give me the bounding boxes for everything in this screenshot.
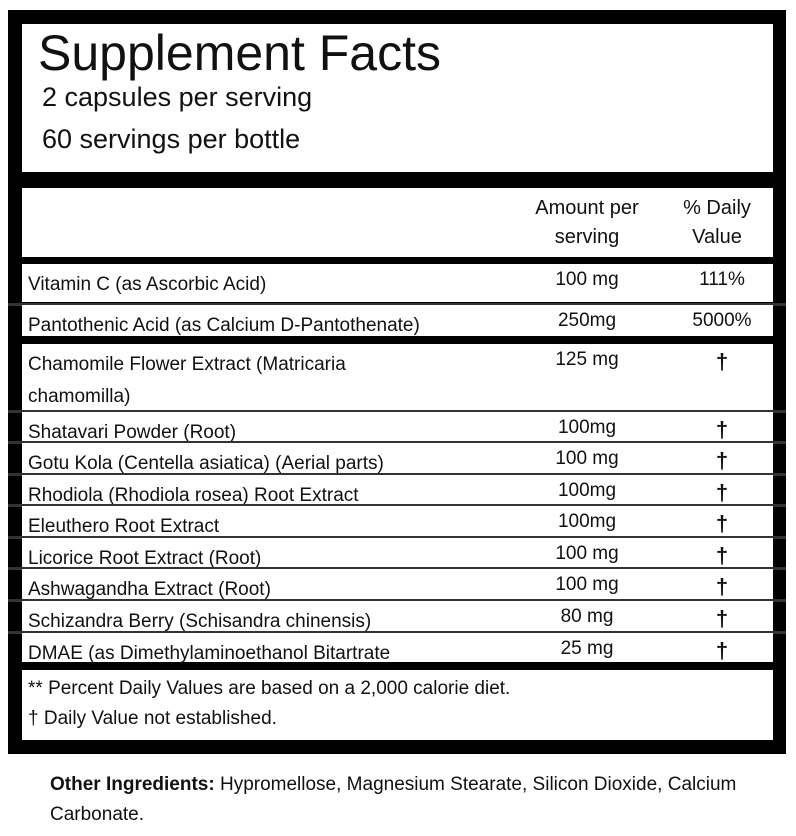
- row-divider: [8, 631, 786, 634]
- ingredient-daily-value: †: [715, 448, 729, 473]
- ingredient-daily-value: †: [715, 606, 729, 631]
- ingredient-daily-value: †: [715, 480, 729, 505]
- row-divider: [8, 536, 786, 539]
- ingredient-row: Chamomile Flower Extract (Matricaria cha…: [22, 344, 773, 410]
- ingredient-daily-value: †: [715, 417, 729, 442]
- other-ingredients: Other Ingredients: Hypromellose, Magnesi…: [50, 770, 770, 830]
- serving-size: 2 capsules per serving: [42, 82, 313, 112]
- ingredient-row: Shatavari Powder (Root) 100mg †: [22, 412, 773, 443]
- row-divider: [8, 473, 786, 476]
- ingredient-daily-value: †: [715, 349, 729, 374]
- ingredient-row: Licorice Root Extract (Root) 100 mg †: [22, 538, 773, 569]
- ingredient-daily-value: †: [715, 574, 729, 599]
- ingredient-row: Vitamin C (as Ascorbic Acid) 100 mg 111%: [22, 264, 773, 302]
- ingredient-name: Licorice Root Extract (Root): [28, 548, 262, 569]
- panel-title: Supplement Facts: [38, 25, 441, 81]
- ingredient-row: Gotu Kola (Centella asiatica) (Aerial pa…: [22, 443, 773, 474]
- ingredient-amount: 100 mg: [555, 448, 619, 469]
- ingredient-daily-value: †: [715, 638, 729, 663]
- ingredient-name: Eleuthero Root Extract: [28, 516, 220, 537]
- ingredient-daily-value: †: [715, 543, 729, 568]
- ingredient-name: DMAE (as Dimethylaminoethanol Bitartrate: [28, 643, 391, 664]
- ingredient-row: Schizandra Berry (Schisandra chinensis) 8…: [22, 601, 773, 632]
- ingredient-name: Shatavari Powder (Root): [28, 422, 237, 443]
- ingredient-name: Rhodiola (Rhodiola rosea) Root Extract: [28, 485, 359, 506]
- ingredient-amount: 125 mg: [555, 349, 619, 370]
- ingredient-amount: 100 mg: [555, 543, 619, 564]
- footnote-dagger: † Daily Value not established.: [28, 708, 277, 729]
- ingredient-row: Eleuthero Root Extract 100mg †: [22, 506, 773, 537]
- ingredient-amount: 100 mg: [555, 269, 619, 290]
- footnotes: ** Percent Daily Values are based on a 2…: [22, 670, 773, 740]
- ingredient-name: Gotu Kola (Centella asiatica) (Aerial pa…: [28, 453, 384, 474]
- row-divider: [8, 303, 786, 306]
- supplement-facts-panel: Supplement Facts 2 capsules per serving …: [8, 10, 786, 754]
- other-ingredients-text: Hypromellose, Magnesium Stearate, Silico…: [50, 774, 737, 825]
- ingredient-row: Pantothenic Acid (as Calcium D-Pantothen…: [22, 305, 773, 336]
- row-divider: [8, 410, 786, 413]
- title-section: Supplement Facts 2 capsules per serving …: [22, 24, 773, 172]
- servings-per-container: 60 servings per bottle: [42, 124, 301, 154]
- ingredient-name: Vitamin C (as Ascorbic Acid): [28, 274, 267, 295]
- row-divider: [8, 504, 786, 507]
- ingredient-row: DMAE (as Dimethylaminoethanol Bitartrate…: [22, 633, 773, 664]
- daily-value-header: % Daily Value: [683, 197, 751, 248]
- ingredient-name: Ashwagandha Extract (Root): [28, 579, 271, 600]
- footnote-percent: ** Percent Daily Values are based on a 2…: [28, 678, 511, 699]
- amount-header: Amount per serving: [535, 197, 639, 248]
- ingredient-row: Rhodiola (Rhodiola rosea) Root Extract 10…: [22, 475, 773, 506]
- row-divider: [8, 599, 786, 602]
- other-ingredients-label: Other Ingredients:: [50, 774, 215, 795]
- ingredient-daily-value: 111%: [699, 269, 745, 290]
- column-header: Amount per serving % Daily Value: [22, 188, 773, 257]
- ingredient-amount: 100mg: [557, 417, 617, 438]
- ingredient-amount: 80 mg: [560, 606, 614, 627]
- row-divider: [8, 567, 786, 570]
- ingredient-amount: 25 mg: [560, 638, 614, 659]
- ingredient-name: Schizandra Berry (Schisandra chinensis): [28, 611, 372, 632]
- ingredient-daily-value: †: [715, 511, 729, 536]
- ingredient-amount: 100mg: [557, 480, 617, 501]
- ingredient-name: Pantothenic Acid (as Calcium D-Pantothen…: [28, 315, 420, 336]
- row-divider: [8, 441, 786, 444]
- ingredient-row: Ashwagandha Extract (Root) 100 mg †: [22, 569, 773, 600]
- ingredient-amount: 100 mg: [555, 574, 619, 595]
- ingredient-name: Chamomile Flower Extract (Matricaria cha…: [28, 354, 346, 407]
- ingredient-daily-value: 5000%: [692, 310, 752, 331]
- ingredient-amount: 100mg: [557, 511, 617, 532]
- ingredient-amount: 250mg: [557, 310, 617, 331]
